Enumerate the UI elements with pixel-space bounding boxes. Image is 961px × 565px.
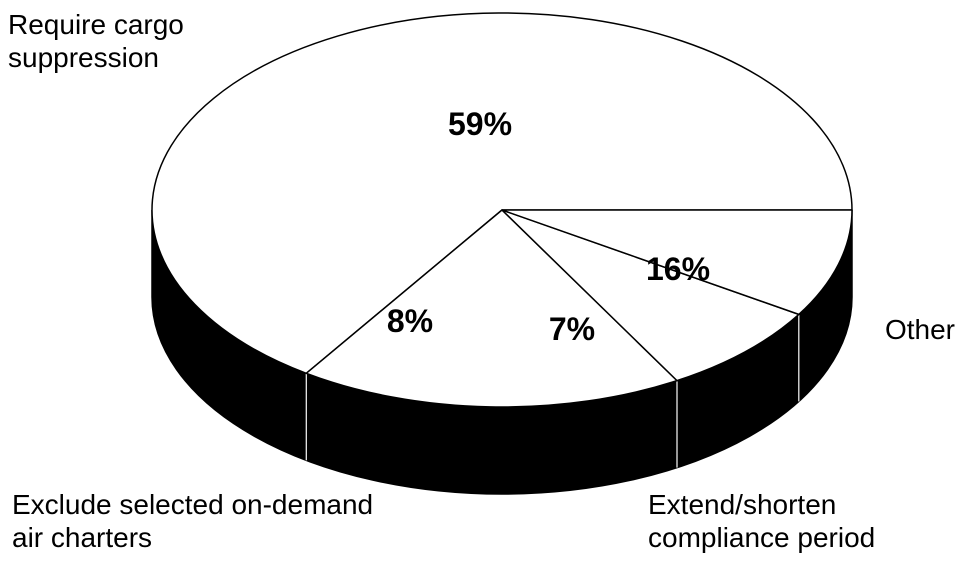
slice-percent-label: 7% (549, 311, 595, 347)
slice-category-label-line: suppression (8, 42, 159, 73)
slice-category-label-line: Exclude selected on-demand (12, 489, 373, 520)
slice-category-label: Extend/shorten compliance period (648, 489, 875, 553)
slice-category-label-line: Require cargo (8, 9, 184, 40)
slice-category-label: Other (885, 314, 955, 345)
slice-percent-label: 16% (646, 251, 710, 287)
slice-category-label-line: Extend/shorten (648, 489, 836, 520)
slice-category-label: Require cargo suppression (8, 9, 184, 73)
pie-top-group (152, 13, 852, 407)
slice-category-label-line: compliance period (648, 522, 875, 553)
slice-category-label: Exclude selected on-demand air charters (12, 489, 373, 553)
slice-percent-label: 8% (387, 303, 433, 339)
slice-category-label-line: air charters (12, 522, 152, 553)
slice-percent-label: 59% (448, 106, 512, 142)
slice-category-label-line: Other (885, 314, 955, 345)
